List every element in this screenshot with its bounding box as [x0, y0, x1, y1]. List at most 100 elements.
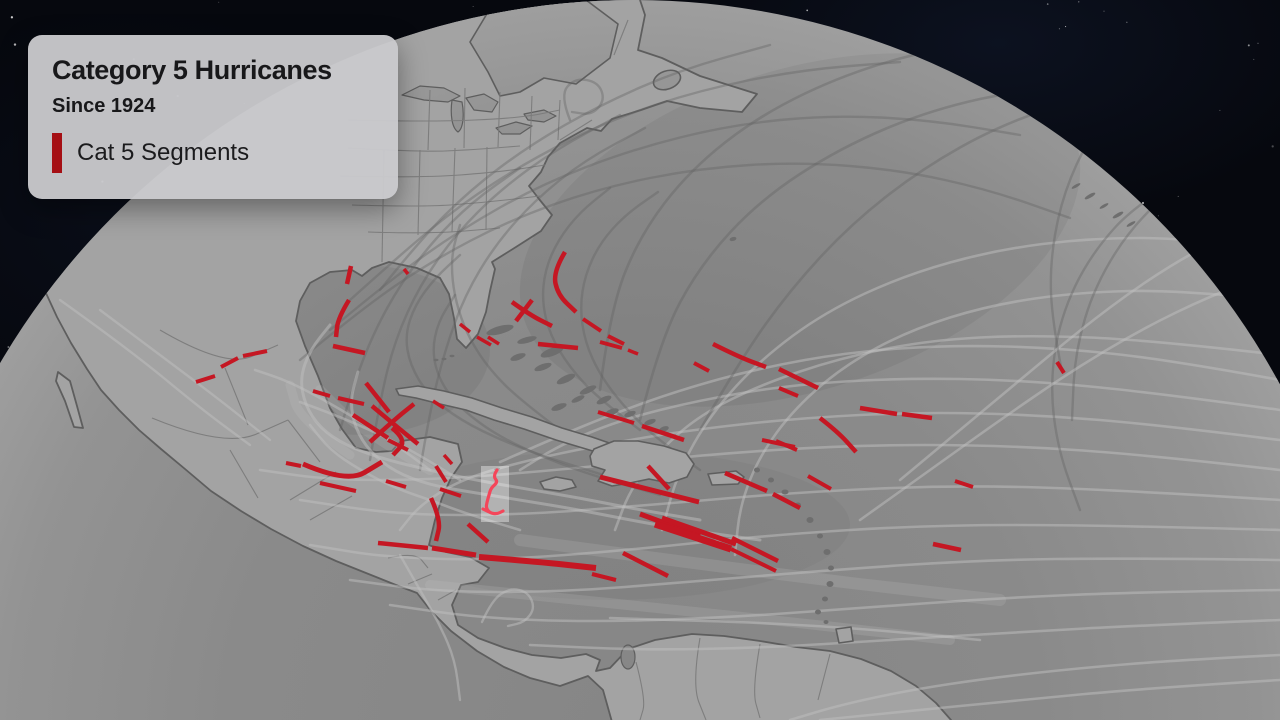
- cat5-segment: [599, 474, 700, 505]
- hudson-bay: [469, 0, 619, 97]
- cat5-segment: [859, 405, 898, 417]
- cat5-segment: [932, 541, 962, 553]
- cat5-segment: [646, 464, 671, 491]
- hurricane-track: [1051, 158, 1212, 512]
- cat5-segment: [476, 335, 492, 347]
- cat5-segment: [599, 340, 623, 350]
- cat5-segment: [661, 515, 737, 547]
- cat5-segment: [319, 481, 357, 493]
- legend-title: Category 5 Hurricanes: [52, 55, 332, 85]
- cat5-segment: [332, 343, 366, 356]
- cat5-segment: [428, 497, 442, 542]
- hurricane-track: [660, 236, 1280, 532]
- great-lake: [523, 109, 557, 123]
- hurricane-track: [858, 270, 1277, 522]
- cat5-segment: [730, 547, 777, 573]
- cat5-segment: [431, 545, 477, 558]
- cat5-segment: [344, 265, 354, 285]
- selected-cat5-segment[interactable]: [484, 468, 505, 516]
- cat5-segment: [607, 334, 625, 346]
- great-lake: [450, 99, 464, 133]
- hurricane-track: [348, 557, 1280, 594]
- small-islands: [433, 183, 1136, 624]
- cat5-segment: [724, 470, 768, 494]
- hurricane-track: [300, 323, 702, 522]
- hurricane-track: [338, 166, 522, 432]
- cat5-segment: [693, 361, 710, 373]
- hurricane-track: [405, 253, 622, 482]
- cat5-segment: [778, 366, 819, 391]
- cat5-segment: [612, 479, 639, 488]
- cat5-segment: [351, 413, 390, 440]
- legend-subtitle: Since 1924: [52, 95, 156, 118]
- legend-card: Category 5 Hurricanes Since 1924 Cat 5 S…: [28, 35, 398, 199]
- gulf-st-lawrence: [652, 69, 682, 91]
- hurricane-track: [432, 293, 662, 497]
- cat5-segment: [711, 341, 767, 370]
- cat5-segment: [390, 426, 405, 457]
- cat5-segment: [771, 492, 802, 510]
- cat5-segment: [778, 386, 799, 398]
- cat5-segment: [901, 411, 933, 421]
- hurricane-track: [788, 653, 1280, 720]
- cat5-segment: [434, 464, 448, 484]
- hurricane-track: [348, 60, 902, 302]
- hurricane-track: [608, 616, 982, 642]
- cat5-segment: [597, 410, 635, 425]
- cat5-segment: [337, 396, 365, 406]
- hurricane-track: [818, 678, 1280, 720]
- cat5-segment: [807, 474, 832, 491]
- cat5-segment: [591, 572, 617, 582]
- hurricane-track: [308, 523, 1280, 561]
- cat5-segment: [730, 535, 780, 564]
- cat5-segment: [302, 459, 384, 479]
- cat5-segment: [370, 404, 420, 446]
- cat5-segment: [487, 335, 500, 346]
- hurricane-track: [563, 78, 604, 122]
- cat5-swatch-label: Cat 5 Segments: [77, 139, 250, 167]
- hurricane-track: [258, 443, 1280, 482]
- hurricane-track: [528, 618, 1280, 651]
- hurricane-track: [541, 186, 642, 432]
- hurricane-track: [98, 308, 272, 442]
- cat5-swatch-icon: [52, 133, 62, 174]
- cat5-segment: [385, 479, 407, 489]
- hurricane-track: [580, 190, 702, 472]
- great-lake: [465, 93, 499, 113]
- hurricane-track: [368, 113, 622, 462]
- cat5-segment: [552, 250, 578, 314]
- cat5-segment: [195, 374, 216, 384]
- cat5-segment: [285, 461, 302, 468]
- cat5-segment: [537, 341, 579, 351]
- cat5-segment: [377, 540, 429, 551]
- cat5-segment: [954, 479, 974, 489]
- cat5-segment: [478, 554, 597, 571]
- cat5-segment: [432, 399, 445, 410]
- cat5-segment: [653, 520, 733, 553]
- cat5-segment: [581, 317, 603, 333]
- jamaica-island: [539, 476, 577, 492]
- cat5-segment: [312, 389, 331, 398]
- cat5-segment: [641, 423, 685, 443]
- cat5-segment: [439, 487, 462, 498]
- legend-row: Cat 5 Segments: [52, 133, 374, 174]
- hurricane-track: [298, 400, 462, 482]
- hurricane-track: [298, 162, 1072, 362]
- cat5-segment: [402, 267, 410, 276]
- cat5-segment: [466, 522, 490, 544]
- hurricane-track: [518, 377, 1280, 472]
- trinidad-island: [835, 626, 854, 644]
- cat5-segment: [387, 438, 409, 452]
- cat5-segment: [458, 322, 472, 334]
- cat5-segment: [514, 298, 534, 323]
- hurricane-track: [733, 289, 1280, 557]
- cat5-segment: [761, 438, 796, 449]
- cat5-segment: [242, 349, 268, 358]
- cat5-segment: [818, 416, 858, 454]
- hurricane-track: [308, 423, 522, 532]
- cat5-segment: [364, 381, 391, 414]
- hurricane-track: [480, 588, 535, 628]
- great-lake: [495, 121, 533, 135]
- hurricane-track: [388, 588, 1280, 623]
- hurricane-track: [350, 370, 762, 542]
